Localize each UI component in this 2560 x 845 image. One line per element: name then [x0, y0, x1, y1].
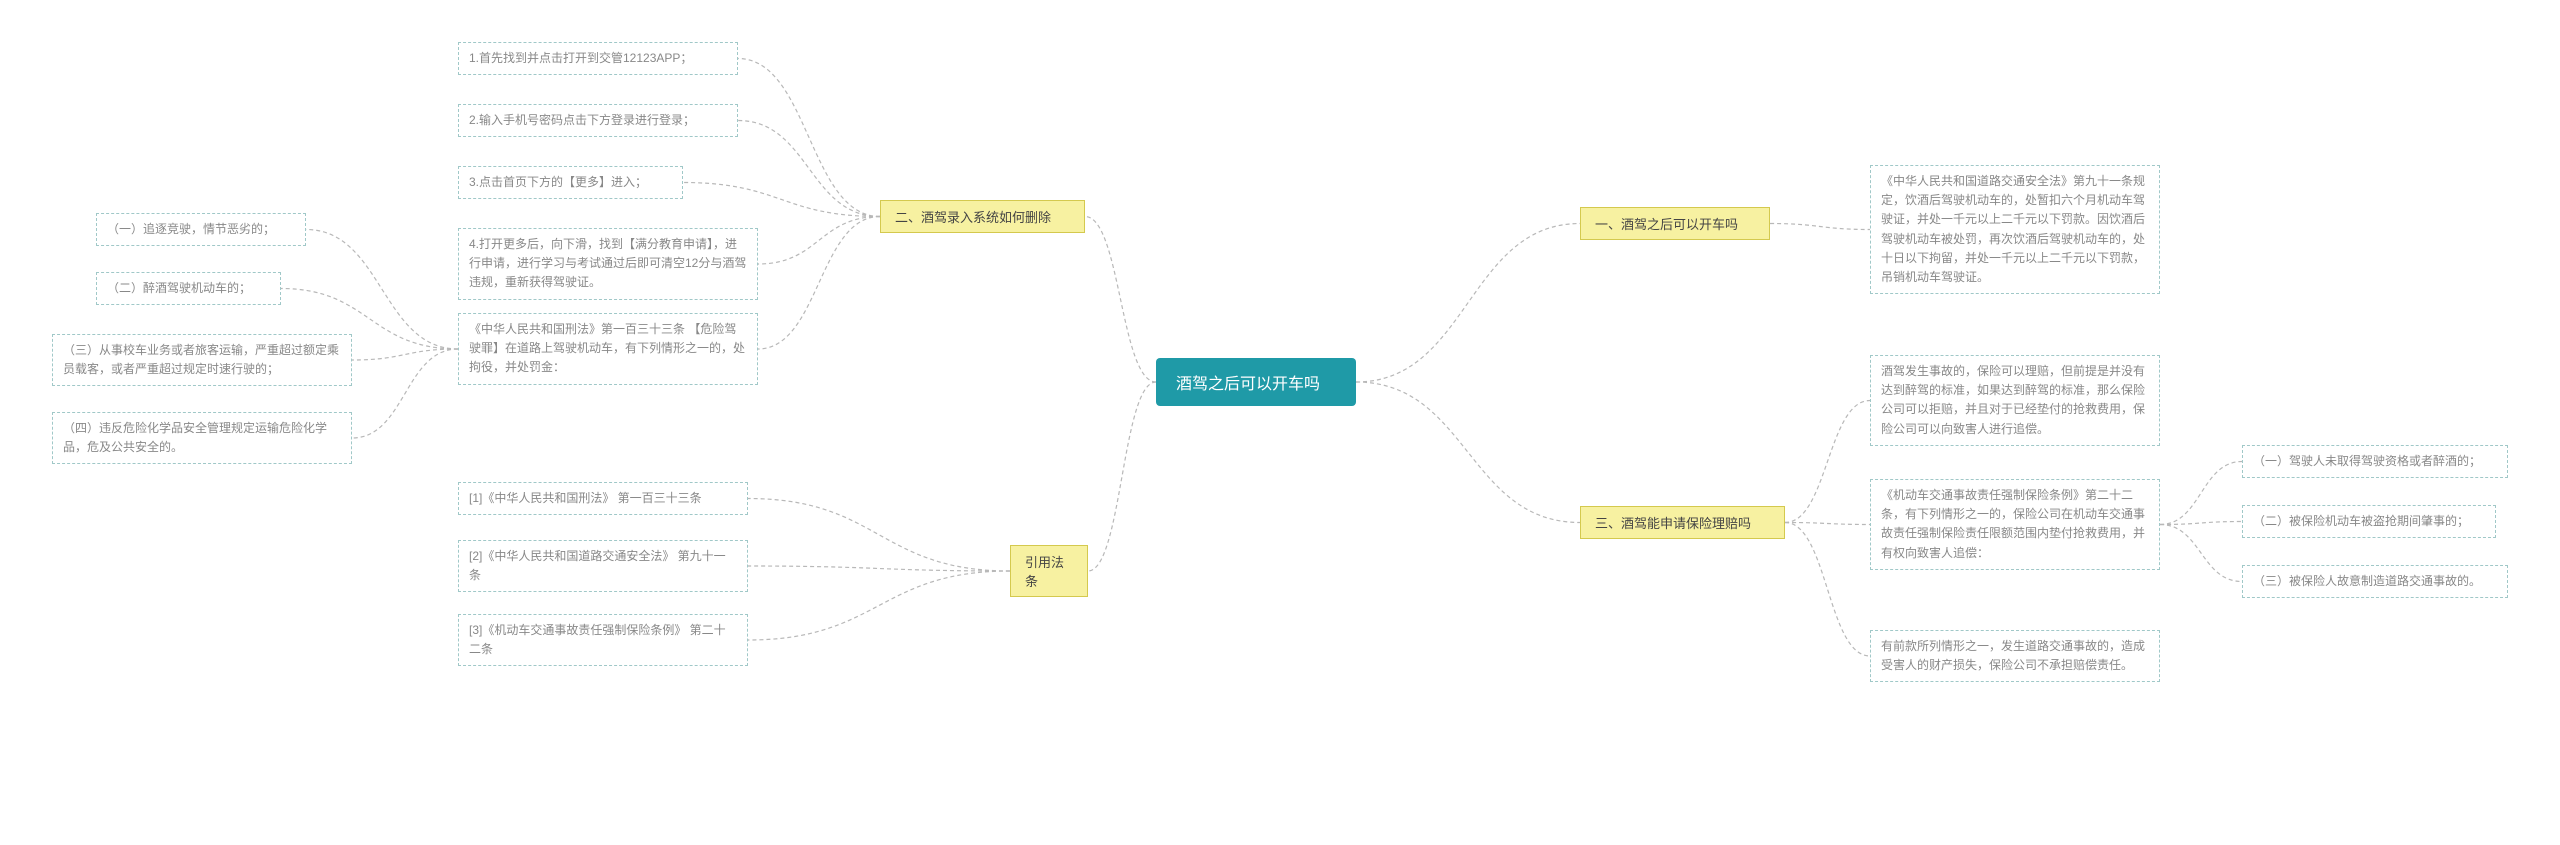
- leaf-l4a[interactable]: [1]《中华人民共和国刑法》 第一百三十三条: [458, 482, 748, 515]
- leaf-l4c[interactable]: [3]《机动车交通事故责任强制保险条例》 第二十二条: [458, 614, 748, 666]
- connector: [1785, 401, 1870, 523]
- connector: [758, 217, 880, 350]
- connector: [306, 230, 458, 350]
- connector: [748, 571, 1010, 640]
- leaf-l2a-label: 1.首先找到并点击打开到交管12123APP；: [469, 51, 692, 65]
- connector: [2160, 462, 2242, 525]
- connector-layer: [0, 0, 2560, 845]
- connector: [738, 59, 880, 217]
- leaf-l3c[interactable]: 有前款所列情形之一，发生道路交通事故的，造成受害人的财产损失，保险公司不承担赔偿…: [1870, 630, 2160, 682]
- leaf-l4b-label: [2]《中华人民共和国道路交通安全法》 第九十一条: [469, 549, 726, 582]
- connector: [748, 499, 1010, 572]
- leaf-l3c-label: 有前款所列情形之一，发生道路交通事故的，造成受害人的财产损失，保险公司不承担赔偿…: [1881, 639, 2145, 672]
- connector: [2160, 525, 2242, 582]
- connector: [758, 217, 880, 265]
- leaf-l2b3[interactable]: （三）从事校车业务或者旅客运输，严重超过额定乘员载客，或者严重超过规定时速行驶的…: [52, 334, 352, 386]
- leaf-l3b1-label: （一）驾驶人未取得驾驶资格或者醉酒的；: [2253, 454, 2481, 468]
- connector: [1088, 382, 1156, 571]
- branch-n2[interactable]: 二、酒驾录入系统如何删除: [880, 200, 1085, 233]
- leaf-l2b2-label: （二）醉酒驾驶机动车的；: [107, 281, 251, 295]
- connector: [1356, 224, 1580, 383]
- leaf-l1a-label: 《中华人民共和国道路交通安全法》第九十一条规定，饮酒后驾驶机动车的，处暂扣六个月…: [1881, 174, 2145, 284]
- connector: [1356, 382, 1580, 523]
- leaf-l3b2[interactable]: （二）被保险机动车被盗抢期间肇事的；: [2242, 505, 2496, 538]
- leaf-l3a[interactable]: 酒驾发生事故的，保险可以理赔，但前提是并没有达到醉驾的标准，如果达到醉驾的标准，…: [1870, 355, 2160, 446]
- leaf-l3b2-label: （二）被保险机动车被盗抢期间肇事的；: [2253, 514, 2469, 528]
- mindmap-canvas: 酒驾之后可以开车吗 一、酒驾之后可以开车吗三、酒驾能申请保险理赔吗 二、酒驾录入系统…: [0, 0, 2560, 845]
- connector: [352, 349, 458, 360]
- leaf-l3b1[interactable]: （一）驾驶人未取得驾驶资格或者醉酒的；: [2242, 445, 2508, 478]
- leaf-l4a-label: [1]《中华人民共和国刑法》 第一百三十三条: [469, 491, 702, 505]
- leaf-l2b4[interactable]: （四）违反危险化学品安全管理规定运输危险化学品，危及公共安全的。: [52, 412, 352, 464]
- leaf-l4c-label: [3]《机动车交通事故责任强制保险条例》 第二十二条: [469, 623, 726, 656]
- leaf-l2b[interactable]: 2.输入手机号密码点击下方登录进行登录；: [458, 104, 738, 137]
- leaf-l3a-label: 酒驾发生事故的，保险可以理赔，但前提是并没有达到醉驾的标准，如果达到醉驾的标准，…: [1881, 364, 2145, 436]
- leaf-l4b[interactable]: [2]《中华人民共和国道路交通安全法》 第九十一条: [458, 540, 748, 592]
- branch-n2b[interactable]: 《中华人民共和国刑法》第一百三十三条 【危险驾驶罪】在道路上驾驶机动车，有下列情…: [458, 313, 758, 385]
- connector: [1785, 523, 1870, 657]
- connector: [683, 183, 880, 217]
- root-node[interactable]: 酒驾之后可以开车吗: [1156, 358, 1356, 406]
- leaf-l2b2[interactable]: （二）醉酒驾驶机动车的；: [96, 272, 281, 305]
- connector: [1085, 217, 1156, 383]
- branch-n3-label: 三、酒驾能申请保险理赔吗: [1595, 516, 1751, 531]
- branch-n2b-label: 《中华人民共和国刑法》第一百三十三条 【危险驾驶罪】在道路上驾驶机动车，有下列情…: [469, 322, 745, 374]
- branch-n3b-label: 《机动车交通事故责任强制保险条例》第二十二条，有下列情形之一的，保险公司在机动车…: [1881, 488, 2145, 560]
- leaf-l1a[interactable]: 《中华人民共和国道路交通安全法》第九十一条规定，饮酒后驾驶机动车的，处暂扣六个月…: [1870, 165, 2160, 294]
- connector: [1770, 224, 1870, 230]
- branch-n1-label: 一、酒驾之后可以开车吗: [1595, 217, 1738, 232]
- leaf-l3b3-label: （三）被保险人故意制造道路交通事故的。: [2253, 574, 2481, 588]
- branch-n3b[interactable]: 《机动车交通事故责任强制保险条例》第二十二条，有下列情形之一的，保险公司在机动车…: [1870, 479, 2160, 570]
- leaf-l2d-label: 4.打开更多后，向下滑，找到【满分教育申请】，进行申请，进行学习与考试通过后即可…: [469, 237, 746, 289]
- leaf-l3b3[interactable]: （三）被保险人故意制造道路交通事故的。: [2242, 565, 2508, 598]
- branch-n3[interactable]: 三、酒驾能申请保险理赔吗: [1580, 506, 1785, 539]
- leaf-l2a[interactable]: 1.首先找到并点击打开到交管12123APP；: [458, 42, 738, 75]
- connector: [2160, 522, 2242, 525]
- leaf-l2c-label: 3.点击首页下方的【更多】进入；: [469, 175, 647, 189]
- leaf-l2b3-label: （三）从事校车业务或者旅客运输，严重超过额定乘员载客，或者严重超过规定时速行驶的…: [63, 343, 339, 376]
- leaf-l2b-label: 2.输入手机号密码点击下方登录进行登录；: [469, 113, 695, 127]
- branch-n4-label: 引用法条: [1025, 555, 1064, 589]
- leaf-l2b1[interactable]: （一）追逐竞驶，情节恶劣的；: [96, 213, 306, 246]
- leaf-l2b4-label: （四）违反危险化学品安全管理规定运输危险化学品，危及公共安全的。: [63, 421, 327, 454]
- branch-n1[interactable]: 一、酒驾之后可以开车吗: [1580, 207, 1770, 240]
- branch-n4[interactable]: 引用法条: [1010, 545, 1088, 597]
- connector: [748, 566, 1010, 571]
- root-node-label: 酒驾之后可以开车吗: [1176, 376, 1320, 393]
- leaf-l2c[interactable]: 3.点击首页下方的【更多】进入；: [458, 166, 683, 199]
- leaf-l2b1-label: （一）追逐竞驶，情节恶劣的；: [107, 222, 275, 236]
- branch-n2-label: 二、酒驾录入系统如何删除: [895, 210, 1051, 225]
- connector: [352, 349, 458, 438]
- leaf-l2d[interactable]: 4.打开更多后，向下滑，找到【满分教育申请】，进行申请，进行学习与考试通过后即可…: [458, 228, 758, 300]
- connector: [738, 121, 880, 217]
- connector: [1785, 523, 1870, 525]
